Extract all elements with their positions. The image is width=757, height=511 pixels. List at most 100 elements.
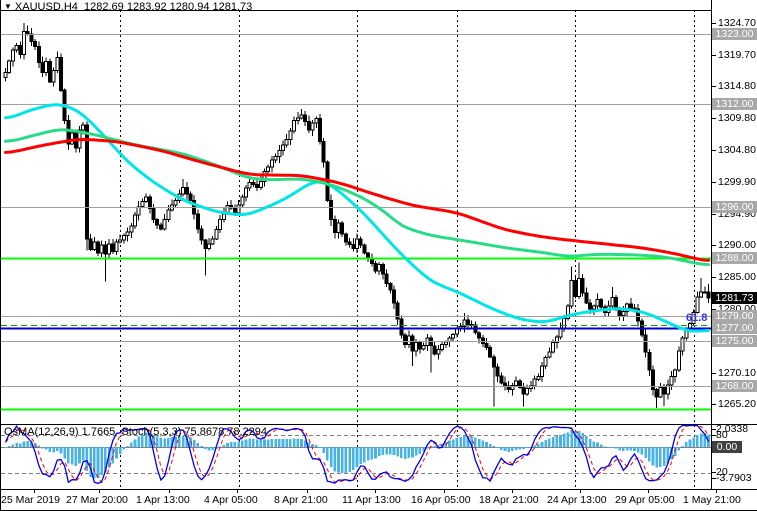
osma-bar (648, 447, 651, 462)
candle (44, 60, 49, 73)
osma-bar (4, 447, 7, 448)
osma-bar (485, 442, 488, 447)
osma-bar (155, 436, 159, 447)
candle (373, 262, 378, 272)
osma-bar (459, 437, 462, 447)
candle (525, 387, 530, 395)
osma-bar (211, 447, 214, 451)
osma-bar (533, 445, 536, 447)
candle (218, 219, 223, 231)
osma-bar (492, 445, 496, 447)
candle (258, 180, 263, 188)
candle (647, 351, 652, 371)
candle (195, 213, 200, 230)
candle (536, 376, 541, 380)
osma-bar (352, 447, 355, 471)
candle (388, 282, 393, 291)
osma-bar (229, 442, 233, 447)
osma-bar (414, 447, 418, 456)
osma-bar (329, 447, 333, 467)
osma-bar (285, 439, 288, 447)
osma-bar (455, 437, 459, 447)
candle (151, 208, 156, 221)
osma-bar (74, 447, 78, 466)
low-value: 1280.94 (169, 1, 210, 13)
candle (140, 200, 145, 208)
candle (214, 229, 219, 240)
osma-bar (315, 444, 318, 447)
osma-bar (677, 447, 681, 451)
candle (10, 49, 15, 62)
candle (595, 299, 600, 307)
osma-bar (226, 442, 229, 447)
candle (377, 263, 382, 272)
time-tick-label: 1 May 21:00 (683, 494, 741, 506)
osma-bar (588, 439, 592, 447)
candle (210, 238, 215, 245)
osma-bar (48, 447, 52, 453)
candle (440, 344, 445, 351)
osma-bar (259, 439, 263, 447)
candle (29, 33, 34, 43)
osma-bar (167, 437, 170, 447)
price-tick-label: 1265.20 (718, 398, 756, 410)
time-tick-label: 1 Apr 13:00 (136, 494, 190, 506)
osma-bar (222, 444, 226, 447)
osma-bar (548, 438, 551, 447)
osma-bar (281, 438, 285, 447)
osma-bar (266, 439, 270, 447)
candle (540, 365, 544, 377)
candle (318, 117, 322, 143)
time-tick-label: 24 Apr 13:00 (547, 494, 607, 506)
osma-bar (437, 445, 440, 447)
candle (70, 132, 75, 145)
candle (255, 183, 260, 188)
indicator-axis-label: 2.0338 (716, 423, 749, 435)
osma-bar (374, 447, 377, 459)
osma-bar (115, 447, 118, 459)
osma-bar (270, 439, 274, 447)
osma-bar (400, 447, 403, 459)
time-tick-label: 16 Apr 05:00 (411, 494, 471, 506)
candle (421, 345, 426, 350)
osma-bar (137, 436, 140, 447)
osma-bar (185, 436, 189, 447)
candle (443, 341, 448, 345)
candle (366, 252, 371, 259)
candle (484, 343, 489, 349)
osma-bar (625, 447, 629, 451)
candle (669, 376, 674, 386)
osma-bar (370, 447, 374, 460)
osma-bar (659, 447, 662, 467)
candle (699, 291, 704, 298)
candle (84, 124, 89, 240)
candle (266, 166, 271, 173)
candle (355, 238, 359, 249)
osma-bar (67, 447, 70, 464)
candle (621, 310, 626, 317)
candle (580, 278, 585, 294)
osma-bar (78, 447, 81, 464)
candle (417, 342, 422, 350)
time-tick-label: 8 Apr 21:00 (274, 494, 328, 506)
candle (506, 385, 511, 390)
price-tick-label: 1324.70 (718, 17, 756, 29)
osma-bar (596, 442, 599, 447)
candle (273, 156, 278, 161)
chevron-down-icon[interactable]: ▼ (4, 2, 12, 11)
stoch-main-value: 75.8678 (184, 426, 225, 438)
candle (55, 57, 60, 71)
osma-bar (70, 447, 74, 465)
osma-bar (511, 447, 514, 452)
candle (558, 327, 563, 338)
osma-bar (122, 447, 126, 450)
candle (221, 213, 226, 221)
osma-bar (255, 439, 259, 447)
candle (240, 196, 245, 206)
osma-bar (15, 443, 18, 447)
candle (51, 69, 56, 83)
osma-bar (440, 443, 444, 447)
candle (14, 44, 19, 51)
candle (236, 204, 241, 214)
